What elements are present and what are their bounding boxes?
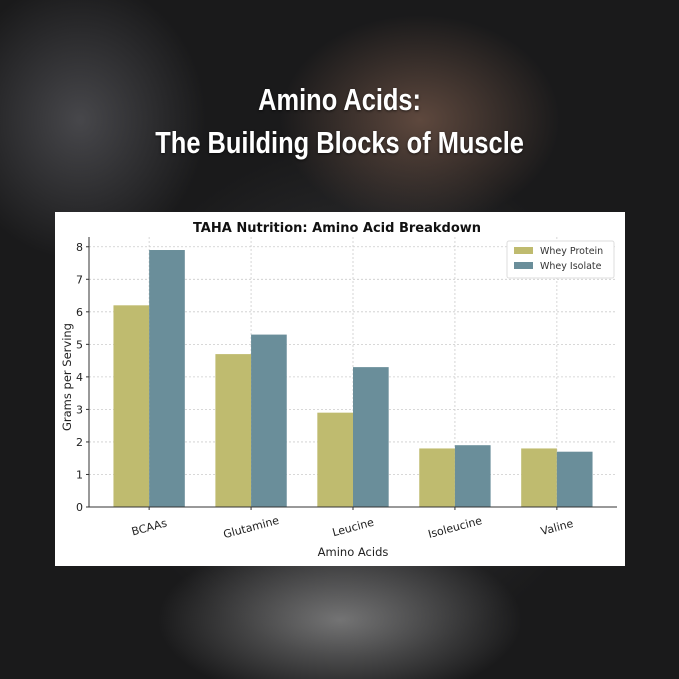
bar-whey-isolate — [149, 250, 185, 507]
chart-title: TAHA Nutrition: Amino Acid Breakdown — [193, 221, 481, 236]
bar-whey-protein — [113, 305, 150, 507]
x-tick-label: Glutamine — [222, 514, 281, 541]
legend-swatch — [514, 262, 533, 269]
legend-label: Whey Isolate — [540, 261, 602, 272]
y-tick-label: 1 — [76, 468, 83, 481]
x-axis-label: Amino Acids — [318, 545, 389, 559]
headline: Amino Acids: The Building Blocks of Musc… — [61, 78, 618, 164]
y-tick-label: 8 — [76, 241, 83, 254]
bar-whey-protein — [521, 448, 557, 507]
y-axis-label: Grams per Serving — [60, 323, 74, 431]
y-tick-label: 4 — [76, 371, 83, 384]
x-tick-label: Valine — [539, 517, 575, 538]
legend-label: Whey Protein — [540, 246, 603, 257]
headline-line-2: The Building Blocks of Muscle — [155, 125, 524, 160]
bar-whey-protein — [215, 354, 252, 507]
chart-card: TAHA Nutrition: Amino Acid Breakdown Ami… — [55, 212, 625, 566]
y-tick-label: 2 — [76, 436, 83, 449]
y-tick-label: 7 — [76, 273, 83, 286]
y-tick-label: 0 — [76, 501, 83, 514]
legend-box — [506, 240, 615, 279]
y-tick-label: 6 — [76, 306, 83, 319]
x-tick-label: Leucine — [331, 516, 376, 540]
bar-chart: TAHA Nutrition: Amino Acid Breakdown Ami… — [60, 221, 617, 559]
bar-whey-isolate — [251, 334, 287, 507]
headline-line-1: Amino Acids: — [258, 82, 422, 117]
bar-whey-isolate — [353, 367, 389, 507]
legend-swatch — [514, 247, 533, 254]
x-tick-label: BCAAs — [130, 516, 169, 538]
bar-whey-protein — [419, 448, 455, 507]
y-tick-label: 3 — [76, 403, 83, 416]
bar-whey-isolate — [454, 445, 491, 507]
legend: Whey Protein Whey Isolate — [506, 240, 615, 279]
x-tick-label: Isoleucine — [427, 514, 484, 541]
bar-whey-protein — [317, 412, 353, 507]
bar-whey-isolate — [556, 451, 593, 507]
y-tick-label: 5 — [76, 338, 83, 351]
